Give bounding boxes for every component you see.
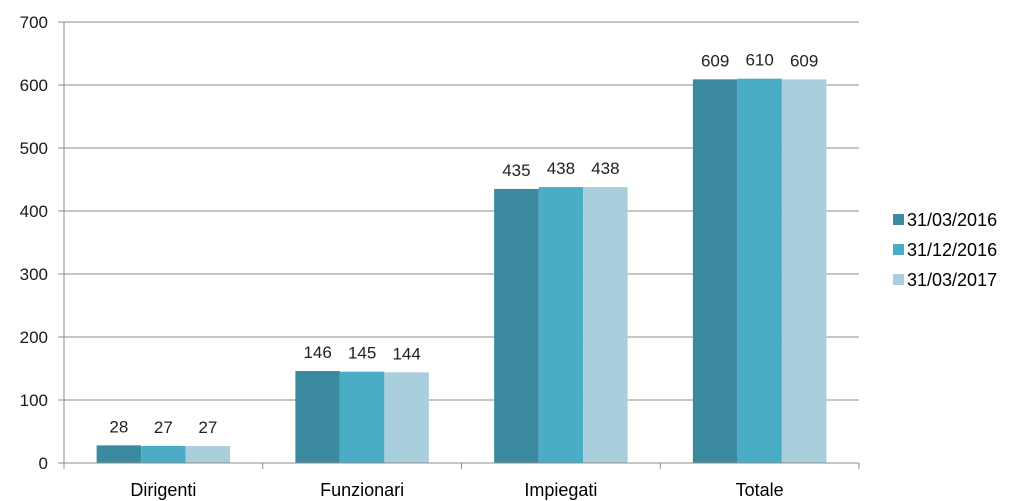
data-labels: 28 27 27 146 145 144 435 438 438 609 610 609 — [109, 51, 818, 437]
bar — [141, 445, 186, 463]
y-tick-label: 400 — [20, 202, 48, 221]
axes: 0 100 200 300 400 500 600 700 Dirigenti Funzionar… — [20, 13, 860, 500]
data-label: 610 — [745, 51, 773, 70]
data-label: 144 — [392, 344, 420, 363]
bar — [538, 187, 584, 463]
data-label: 145 — [348, 344, 376, 363]
y-tick-label: 500 — [20, 139, 48, 158]
data-label: 27 — [198, 418, 217, 437]
bar — [185, 445, 231, 463]
legend: 31/03/2016 31/12/2016 31/03/2017 — [893, 210, 997, 290]
bar — [339, 371, 385, 463]
x-category-label: Dirigenti — [130, 480, 196, 500]
legend-label: 31/03/2016 — [907, 210, 997, 230]
data-label: 438 — [591, 159, 619, 178]
bar — [384, 372, 429, 463]
legend-label: 31/03/2017 — [907, 270, 997, 290]
bar — [295, 371, 340, 463]
bar — [692, 79, 738, 463]
bar — [96, 445, 142, 463]
legend-swatch — [893, 244, 904, 255]
x-category-label: Totale — [736, 480, 784, 500]
bars — [96, 78, 827, 463]
legend-label: 31/12/2016 — [907, 240, 997, 260]
data-label: 435 — [502, 161, 530, 180]
y-tick-label: 200 — [20, 328, 48, 347]
bar — [781, 79, 827, 463]
x-category-label: Impiegati — [524, 480, 597, 500]
data-label: 438 — [547, 159, 575, 178]
x-category-label: Funzionari — [320, 480, 404, 500]
bar — [737, 78, 782, 463]
y-tick-label: 100 — [20, 391, 48, 410]
data-label: 28 — [109, 417, 128, 436]
bar — [583, 187, 628, 463]
data-label: 146 — [303, 343, 331, 362]
bar — [494, 188, 539, 463]
y-tick-label: 0 — [39, 454, 48, 473]
y-tick-label: 300 — [20, 265, 48, 284]
data-label: 609 — [790, 51, 818, 70]
legend-swatch — [893, 274, 904, 285]
data-label: 27 — [154, 418, 173, 437]
gridlines — [64, 21, 859, 401]
y-tick-label: 600 — [20, 76, 48, 95]
data-label: 609 — [701, 51, 729, 70]
legend-swatch — [893, 214, 904, 225]
y-tick-label: 700 — [20, 13, 48, 32]
